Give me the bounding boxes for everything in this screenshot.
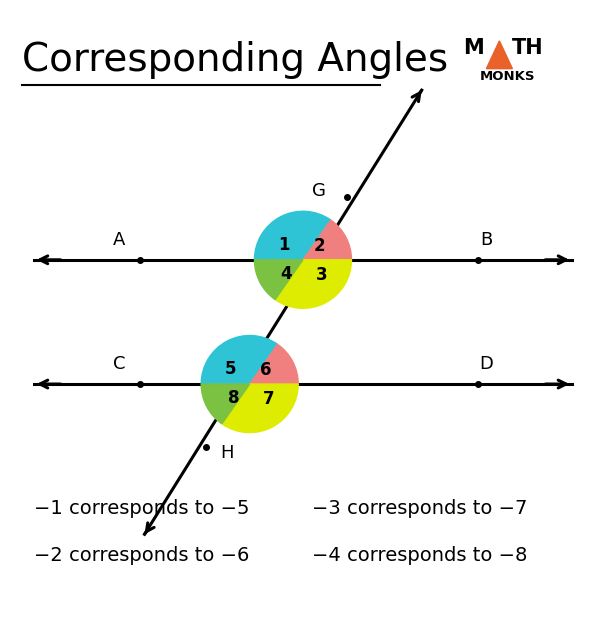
Wedge shape xyxy=(222,384,298,432)
Text: B: B xyxy=(480,231,493,249)
Text: Corresponding Angles: Corresponding Angles xyxy=(22,41,448,79)
Text: H: H xyxy=(220,444,234,462)
Text: −1 corresponds to −5: −1 corresponds to −5 xyxy=(34,499,249,518)
Wedge shape xyxy=(275,260,352,308)
Text: 3: 3 xyxy=(316,266,328,284)
Wedge shape xyxy=(254,211,331,260)
Wedge shape xyxy=(201,384,250,424)
Wedge shape xyxy=(250,344,298,384)
Text: A: A xyxy=(113,231,126,249)
Wedge shape xyxy=(303,220,352,260)
Polygon shape xyxy=(487,41,512,69)
Text: 6: 6 xyxy=(260,361,272,379)
Text: MONKS: MONKS xyxy=(479,70,535,83)
Wedge shape xyxy=(201,336,278,384)
Text: G: G xyxy=(313,182,326,200)
Text: 4: 4 xyxy=(281,265,292,283)
Text: 2: 2 xyxy=(314,237,325,255)
Text: −4 corresponds to −8: −4 corresponds to −8 xyxy=(312,546,527,565)
Text: M: M xyxy=(463,38,484,58)
Text: TH: TH xyxy=(512,38,544,58)
Text: 8: 8 xyxy=(227,389,239,407)
Text: C: C xyxy=(113,355,126,374)
Text: −2 corresponds to −6: −2 corresponds to −6 xyxy=(34,546,249,565)
Text: 7: 7 xyxy=(263,390,274,408)
Text: 1: 1 xyxy=(278,236,290,253)
Text: D: D xyxy=(479,355,493,374)
Wedge shape xyxy=(254,260,303,300)
Text: −3 corresponds to −7: −3 corresponds to −7 xyxy=(312,499,527,518)
Text: 5: 5 xyxy=(225,360,236,378)
